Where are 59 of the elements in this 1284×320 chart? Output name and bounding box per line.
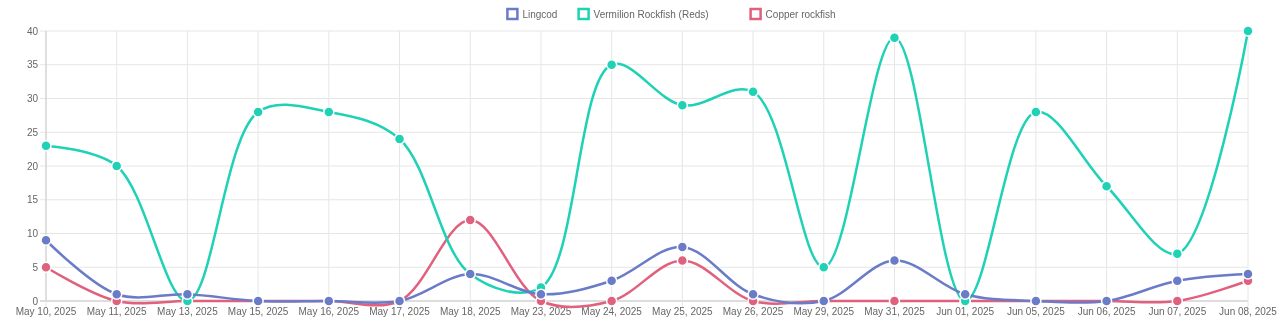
x-tick-label: Jun 08, 2025	[1219, 306, 1278, 317]
x-tick-label: May 26, 2025	[722, 306, 784, 317]
point	[1242, 25, 1254, 37]
point	[40, 234, 52, 246]
point	[1030, 106, 1042, 118]
y-tick-label: 20	[26, 160, 39, 172]
y-tick-label: 35	[26, 59, 39, 71]
x-tick-label: May 15, 2025	[227, 306, 289, 317]
y-tick-label: 15	[26, 194, 39, 206]
point	[464, 214, 476, 226]
point	[605, 275, 618, 287]
point	[888, 254, 901, 267]
x-tick-label: Jun 07, 2025	[1148, 306, 1207, 317]
legend-label: Copper rockfish	[765, 8, 836, 20]
x-tick-label: May 16, 2025	[298, 306, 360, 317]
x-tick-label: May 31, 2025	[864, 306, 926, 317]
point	[40, 261, 52, 273]
point	[40, 140, 52, 152]
point	[323, 106, 335, 118]
point	[747, 86, 759, 98]
x-tick-label: May 13, 2025	[157, 306, 219, 317]
point	[605, 295, 618, 307]
point	[1171, 295, 1184, 307]
point	[888, 32, 901, 44]
point	[818, 261, 830, 273]
point	[747, 288, 759, 300]
legend-label: Lingcod	[522, 8, 558, 20]
x-tick-label: Jun 01, 2025	[936, 306, 995, 317]
point	[252, 106, 264, 118]
x-tick-label: May 18, 2025	[439, 306, 501, 317]
point	[1242, 268, 1254, 280]
y-tick-label: 10	[26, 228, 39, 239]
point	[1171, 275, 1184, 287]
x-tick-label: May 24, 2025	[581, 306, 643, 317]
point	[676, 99, 689, 111]
y-tick-label: 30	[26, 93, 39, 104]
y-tick-label: 5	[32, 261, 39, 273]
x-tick-label: May 17, 2025	[369, 306, 431, 317]
x-tick-label: May 10, 2025	[15, 306, 77, 317]
x-tick-label: May 11, 2025	[86, 306, 148, 317]
point	[110, 160, 123, 172]
point	[393, 133, 406, 145]
y-tick-label: 40	[26, 25, 39, 37]
y-tick-label: 25	[26, 126, 39, 138]
y-tick-label: 0	[32, 295, 39, 307]
point	[888, 295, 901, 307]
point	[959, 288, 971, 300]
point	[676, 241, 689, 253]
x-tick-label: Jun 06, 2025	[1077, 306, 1136, 317]
point	[605, 59, 618, 71]
point	[676, 254, 689, 267]
x-tick-label: May 25, 2025	[652, 306, 714, 317]
legend-label: Vermilion Rockfish (Reds)	[593, 8, 709, 20]
point	[535, 288, 547, 300]
x-tick-label: Jun 05, 2025	[1006, 306, 1066, 317]
point	[1171, 248, 1184, 260]
point	[181, 288, 194, 300]
point	[110, 288, 123, 300]
x-tick-label: May 29, 2025	[793, 306, 855, 317]
